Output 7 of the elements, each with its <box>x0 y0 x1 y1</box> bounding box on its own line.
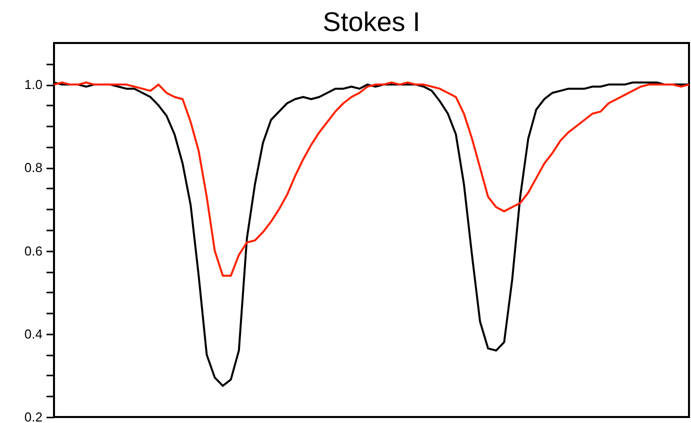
y-tick-label: 0.8 <box>24 160 42 176</box>
y-tick-label: 0.4 <box>24 326 42 342</box>
chart-title: Stokes I <box>322 7 420 37</box>
line-series <box>53 81 690 277</box>
y-tick-label: 1.0 <box>24 77 42 92</box>
y-tick-label: 0.2 <box>24 410 42 423</box>
y-tick-label: 0.6 <box>24 243 42 258</box>
